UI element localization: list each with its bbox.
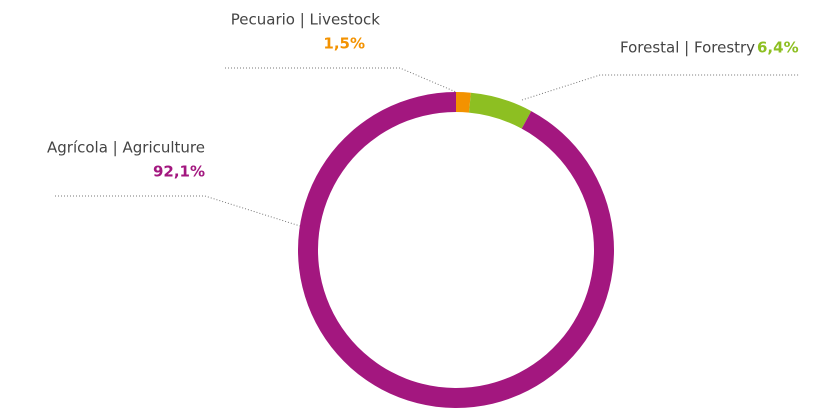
donut-slice — [297, 92, 614, 408]
value-label: 1,5% — [323, 35, 365, 53]
leader-line — [225, 67, 457, 93]
slice-label: Forestal | Forestry — [620, 39, 755, 57]
leader-line — [55, 195, 301, 227]
donut-slice — [456, 92, 471, 113]
donut-slice — [468, 92, 532, 129]
slice-label: Pecuario | Livestock — [231, 11, 381, 29]
leader-line — [521, 74, 800, 101]
slice-label: Agrícola | Agriculture — [47, 139, 205, 157]
value-label: 6,4% — [757, 39, 799, 57]
value-label: 92,1% — [153, 163, 205, 181]
